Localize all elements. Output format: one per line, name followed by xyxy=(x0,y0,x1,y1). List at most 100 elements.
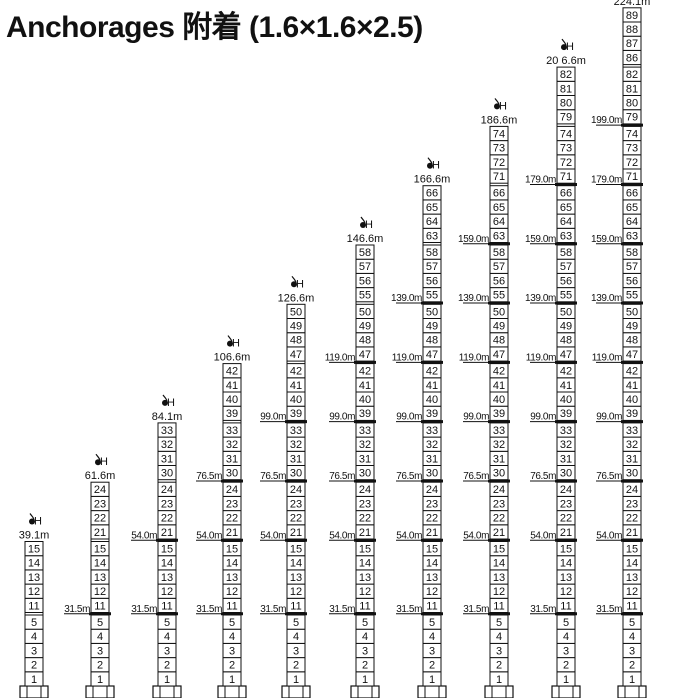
section-number: 30 xyxy=(290,468,302,480)
section-number: 15 xyxy=(560,544,572,556)
anchorage-height-label: 99.0m xyxy=(463,412,489,423)
crane-hook-icon: H xyxy=(29,513,42,528)
anchorage-height-label: 54.0m xyxy=(329,530,355,541)
anchorage-height-label: 54.0m xyxy=(131,530,157,541)
section-number: 13 xyxy=(94,572,106,584)
section-number: 2 xyxy=(229,660,235,672)
section-number: 22 xyxy=(94,513,106,525)
tower: 123451112131415212223243031323331.5m54.0… xyxy=(131,394,182,698)
section-number: 13 xyxy=(290,572,302,584)
anchorage-height-label: 31.5m xyxy=(596,604,622,615)
section-number: 32 xyxy=(626,439,638,451)
section-number: 81 xyxy=(560,83,572,95)
section-number: 23 xyxy=(161,498,173,510)
section-number: 13 xyxy=(359,572,371,584)
section-number: 21 xyxy=(426,527,438,539)
section-number: 56 xyxy=(426,275,438,287)
section-number: 2 xyxy=(31,660,37,672)
section-number: 21 xyxy=(161,527,173,539)
tower-section xyxy=(422,185,442,201)
section-number: 24 xyxy=(359,484,371,496)
section-number: 31 xyxy=(426,453,438,465)
section-number: 3 xyxy=(563,645,569,657)
section-number: 88 xyxy=(626,24,638,36)
section-number: 24 xyxy=(94,484,106,496)
tower: 1234511121314152122232430313233394041423… xyxy=(196,335,250,698)
section-number: 4 xyxy=(496,631,502,643)
section-number: 56 xyxy=(560,275,572,287)
section-number: 12 xyxy=(359,586,371,598)
section-number: 11 xyxy=(560,600,571,612)
section-number: 13 xyxy=(161,572,173,584)
section-number: 58 xyxy=(426,247,438,259)
hook-label: H xyxy=(167,397,175,409)
tower-height-label: 61.6m xyxy=(85,470,116,482)
anchorage-height-label: 119.0m xyxy=(592,352,622,363)
tower-section xyxy=(489,125,509,142)
crane-hook-icon: H xyxy=(561,38,574,53)
section-number: 79 xyxy=(626,112,638,124)
section-number: 63 xyxy=(626,230,638,242)
section-number: 2 xyxy=(97,660,103,672)
anchorage-height-label: 139.0m xyxy=(525,293,556,304)
section-number: 73 xyxy=(560,143,572,155)
anchorage-height-label: 159.0m xyxy=(458,234,489,245)
section-number: 41 xyxy=(560,380,572,392)
section-number: 1 xyxy=(563,674,569,686)
section-number: 33 xyxy=(626,425,638,437)
crane-hook-icon: H xyxy=(162,394,175,409)
section-number: 1 xyxy=(164,674,170,686)
tower-section xyxy=(90,541,110,557)
section-number: 57 xyxy=(493,261,505,273)
section-number: 3 xyxy=(164,645,170,657)
section-number: 49 xyxy=(626,321,638,333)
tower-base xyxy=(217,685,247,698)
section-number: 56 xyxy=(626,275,638,287)
section-number: 42 xyxy=(493,366,505,378)
section-number: 40 xyxy=(359,394,371,406)
section-number: 1 xyxy=(31,674,37,686)
section-number: 65 xyxy=(426,202,438,214)
tower-section xyxy=(422,244,442,260)
section-number: 11 xyxy=(28,600,39,612)
section-number: 65 xyxy=(560,202,572,214)
section-number: 15 xyxy=(161,544,173,556)
section-number: 21 xyxy=(626,527,638,539)
section-number: 23 xyxy=(426,498,438,510)
section-number: 63 xyxy=(560,230,572,242)
section-number: 22 xyxy=(426,513,438,525)
section-number: 55 xyxy=(560,290,572,302)
crane-hook-icon: H xyxy=(427,157,440,172)
section-number: 58 xyxy=(493,247,505,259)
section-number: 63 xyxy=(426,230,438,242)
hook-label: H xyxy=(232,338,240,350)
section-number: 57 xyxy=(560,261,572,273)
section-number: 33 xyxy=(359,425,371,437)
section-number: 12 xyxy=(28,586,40,598)
section-number: 66 xyxy=(560,188,572,200)
anchorage-height-label: 119.0m xyxy=(325,352,355,363)
section-number: 22 xyxy=(226,513,238,525)
section-number: 12 xyxy=(161,586,173,598)
tower-base xyxy=(617,685,647,698)
section-number: 24 xyxy=(626,484,638,496)
section-number: 3 xyxy=(629,645,635,657)
tower-base xyxy=(551,685,581,698)
section-number: 66 xyxy=(426,188,438,200)
section-number: 3 xyxy=(229,645,235,657)
section-number: 1 xyxy=(362,674,368,686)
section-number: 12 xyxy=(290,586,302,598)
anchorage-height-label: 119.0m xyxy=(459,352,489,363)
section-number: 2 xyxy=(429,660,435,672)
section-number: 4 xyxy=(164,631,170,643)
section-number: 12 xyxy=(94,586,106,598)
tower-height-label: 166.6m xyxy=(414,174,451,186)
section-number: 11 xyxy=(426,600,437,612)
section-number: 30 xyxy=(426,468,438,480)
tower-base xyxy=(19,685,49,698)
anchorage-height-label: 54.0m xyxy=(463,530,489,541)
anchorage-height-label: 54.0m xyxy=(196,530,222,541)
section-number: 5 xyxy=(31,617,37,629)
tower-section xyxy=(157,481,177,497)
